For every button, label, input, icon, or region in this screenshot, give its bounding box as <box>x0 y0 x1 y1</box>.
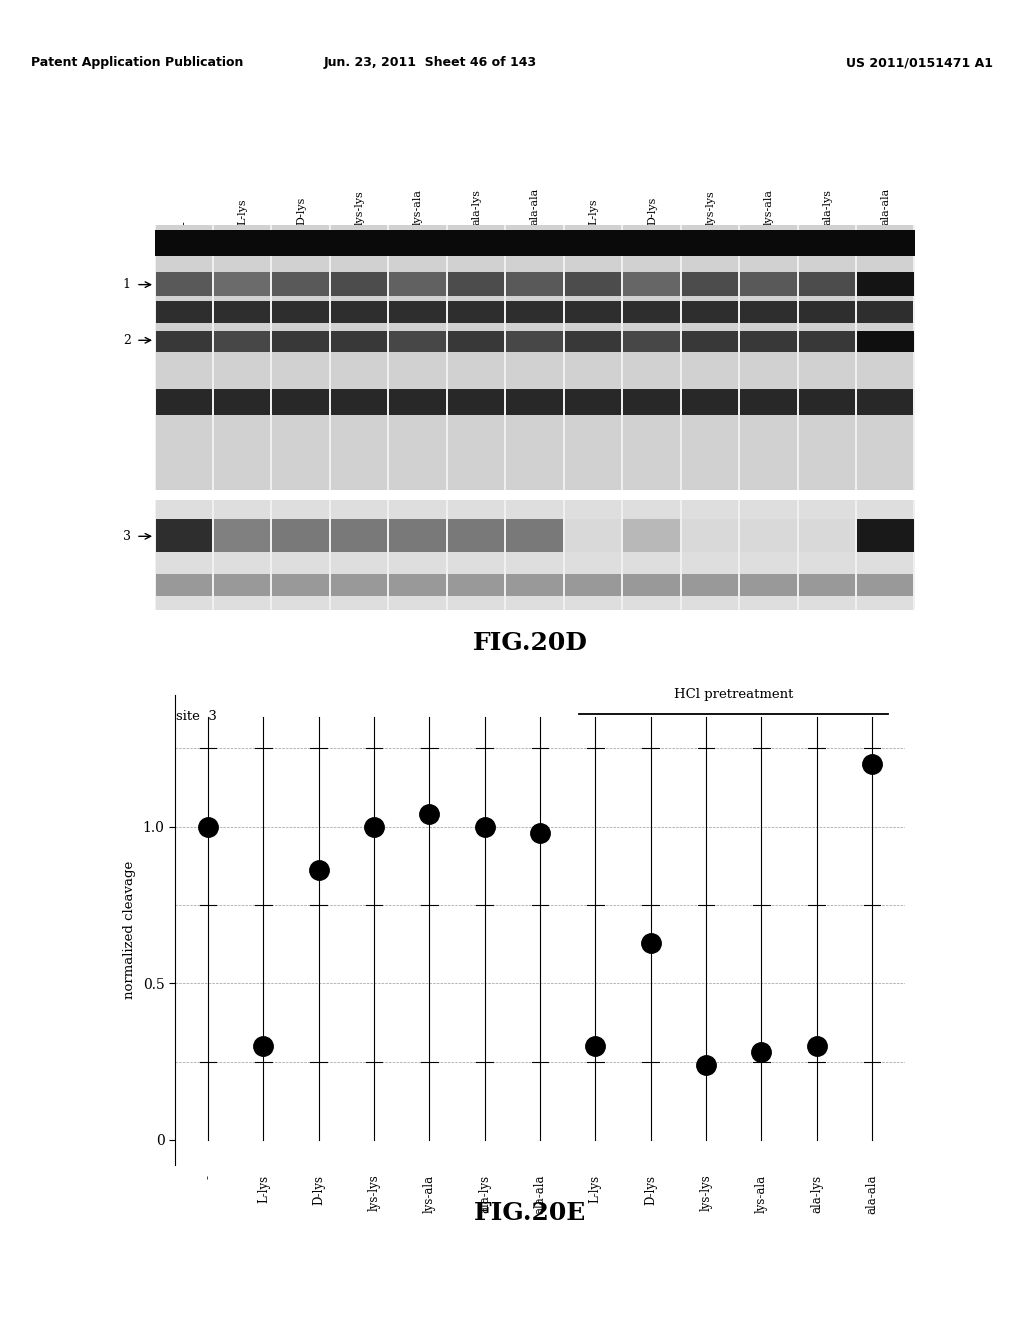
Text: HCl pretreatment: HCl pretreatment <box>674 688 794 701</box>
Text: 1: 1 <box>123 279 131 292</box>
Text: L-lys: L-lys <box>238 198 248 224</box>
Text: FIG.20D: FIG.20D <box>472 631 588 655</box>
Text: lys-lys: lys-lys <box>354 190 365 224</box>
Text: FIG.20E: FIG.20E <box>474 1200 586 1225</box>
Text: US 2011/0151471 A1: US 2011/0151471 A1 <box>846 55 993 69</box>
Text: 2: 2 <box>123 334 131 347</box>
Text: Patent Application Publication: Patent Application Publication <box>31 55 243 69</box>
Y-axis label: normalized cleavage: normalized cleavage <box>123 861 136 999</box>
Text: lys-ala: lys-ala <box>413 189 423 224</box>
Text: D-lys: D-lys <box>296 197 306 224</box>
Text: lys-ala: lys-ala <box>764 189 774 224</box>
Text: ala-ala: ala-ala <box>881 187 891 224</box>
Text: ala-lys: ala-lys <box>471 189 481 224</box>
Text: ala-ala: ala-ala <box>530 187 540 224</box>
Text: D-lys: D-lys <box>647 197 657 224</box>
Text: Jun. 23, 2011  Sheet 46 of 143: Jun. 23, 2011 Sheet 46 of 143 <box>324 55 537 69</box>
Text: 3: 3 <box>123 529 131 543</box>
Text: L-lys: L-lys <box>589 198 598 224</box>
Text: -: - <box>179 222 189 224</box>
Text: ala-lys: ala-lys <box>822 189 833 224</box>
Text: lys-lys: lys-lys <box>706 190 716 224</box>
Text: site  3: site 3 <box>176 710 217 723</box>
